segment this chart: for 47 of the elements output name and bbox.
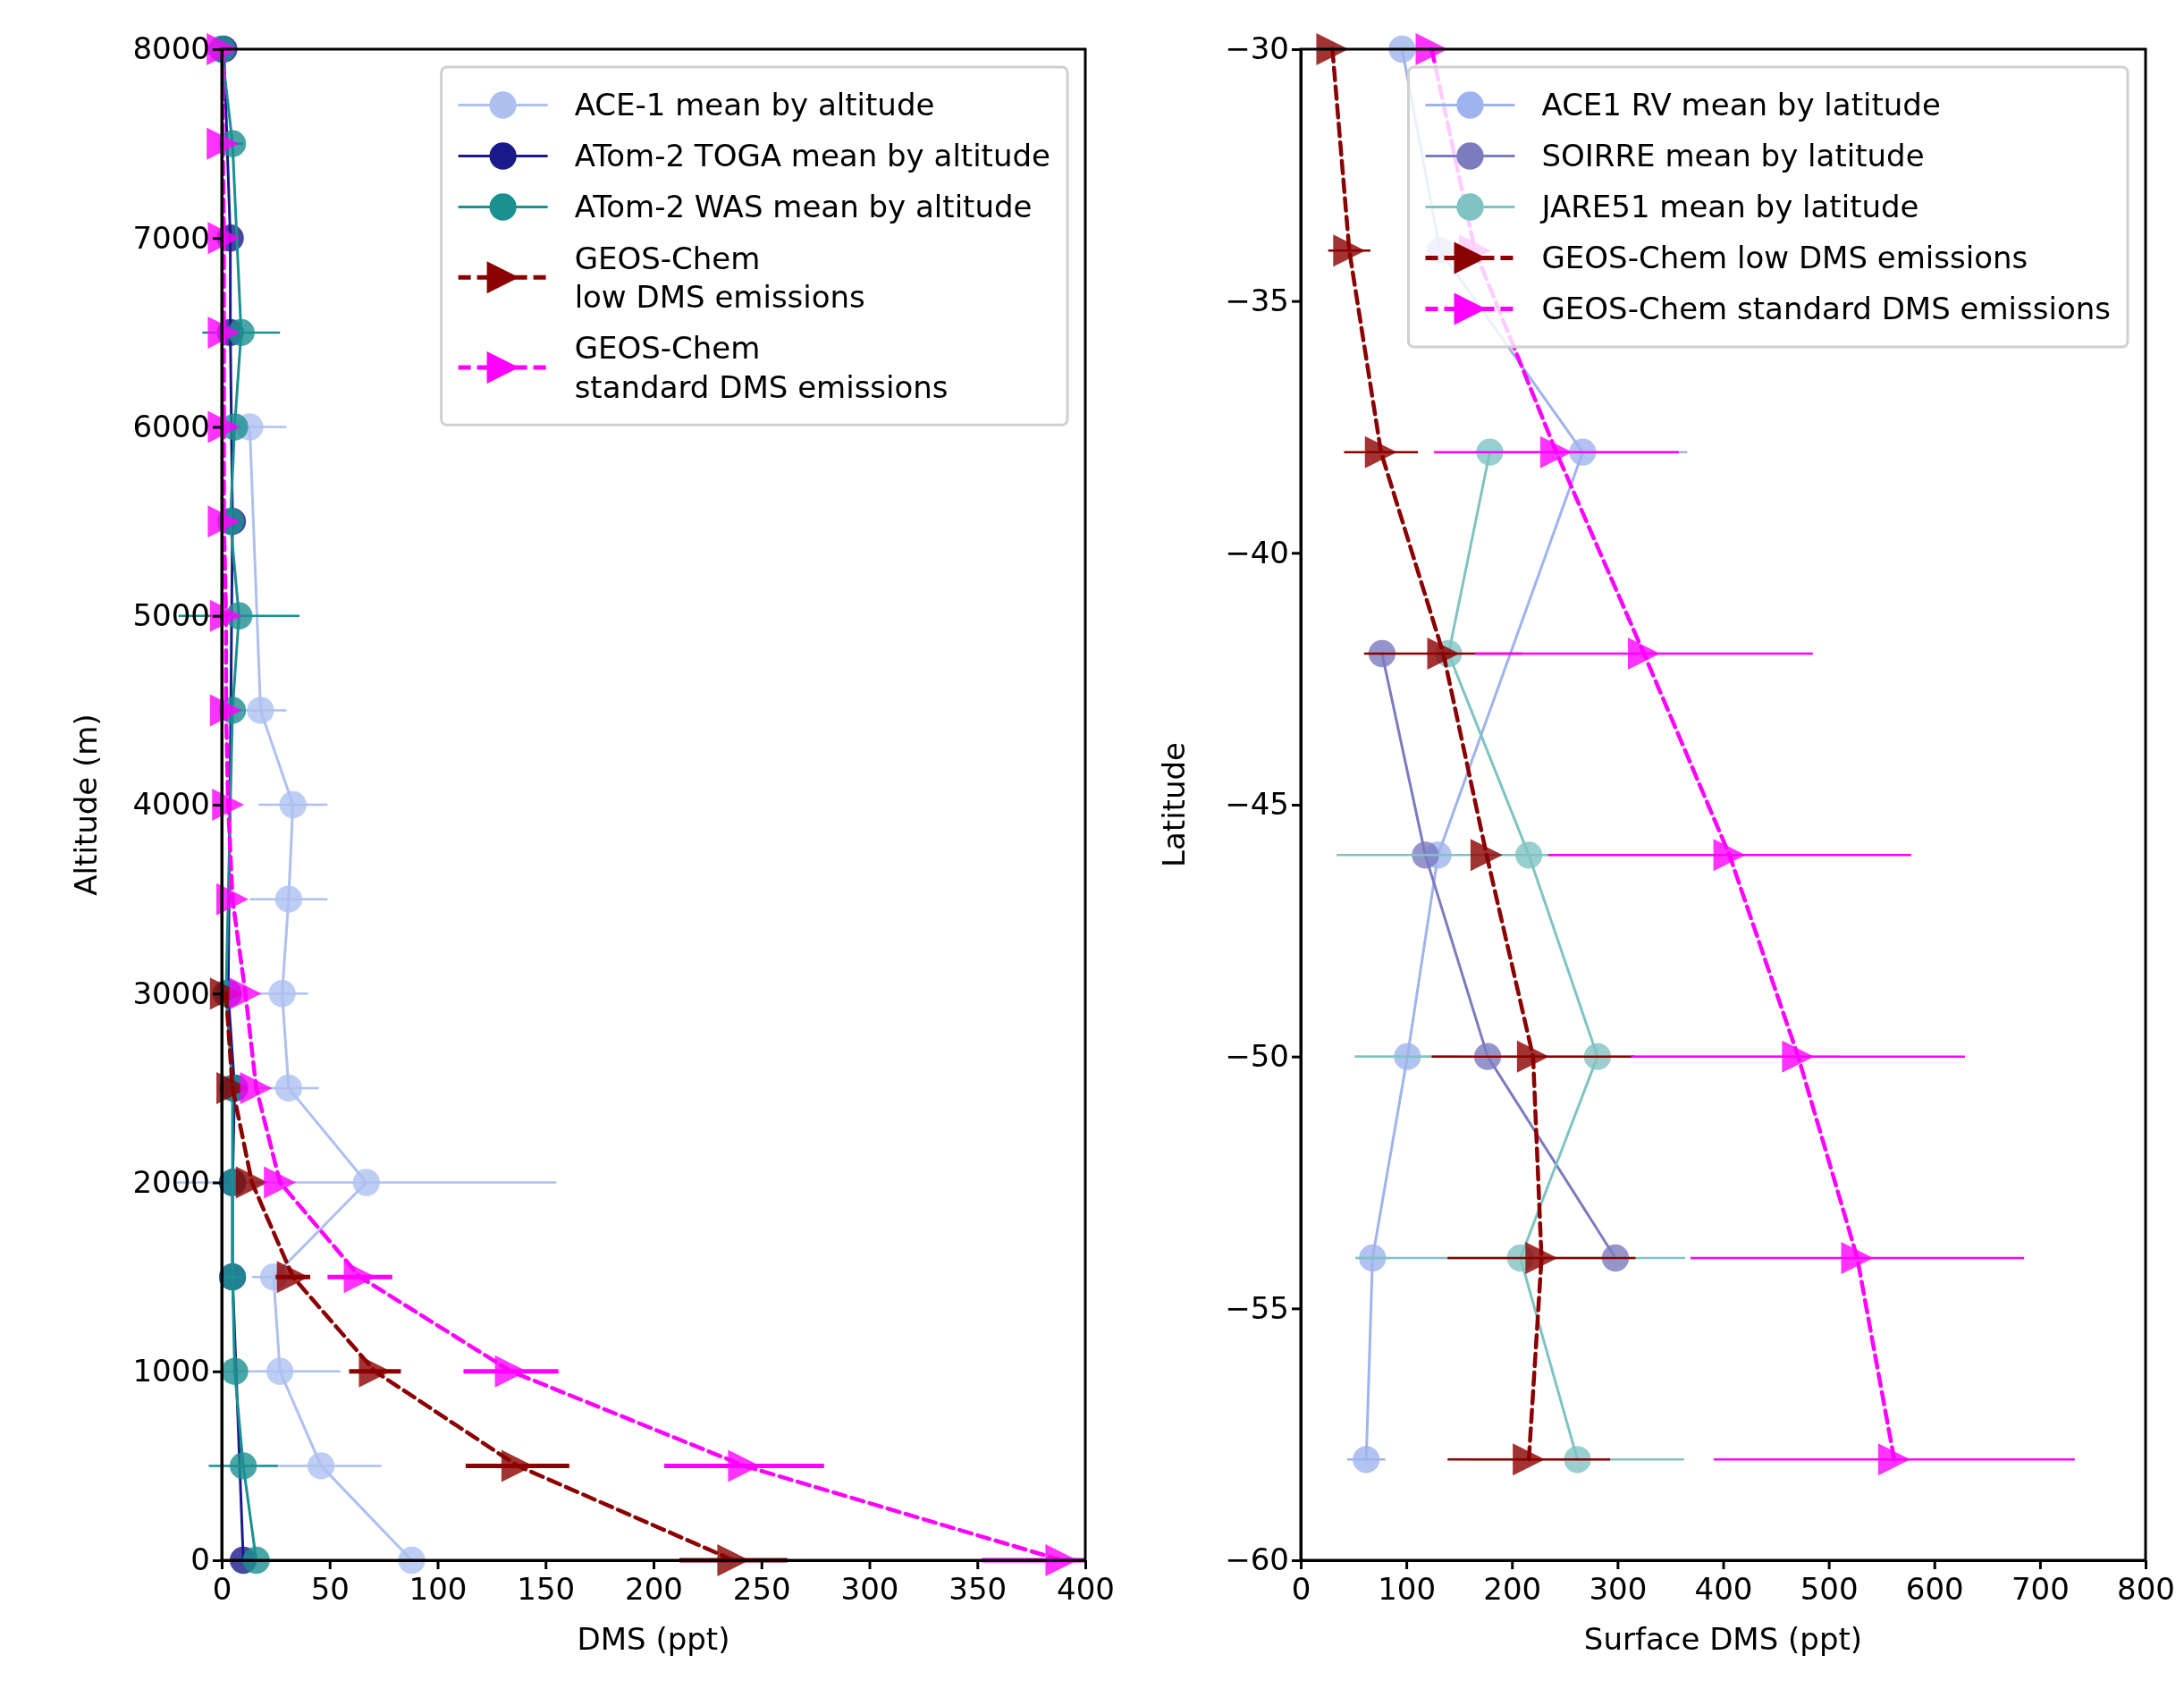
x-tick-label: 50: [310, 1570, 350, 1607]
y-axis-title: Altitude (m): [68, 714, 104, 896]
y-tick-label: −50: [1225, 1038, 1289, 1075]
y-tick-label: −60: [1225, 1541, 1289, 1578]
x-tick-label: 0: [212, 1570, 232, 1607]
x-axis-title: DMS (ppt): [577, 1621, 730, 1657]
x-tick-label: 150: [517, 1570, 576, 1607]
legend-label: ACE-1 mean by altitude: [574, 87, 935, 123]
legend-label: ATom-2 WAS mean by altitude: [574, 189, 1033, 225]
legend-label: GEOS-Chem standard DMS emissions: [1541, 291, 2111, 327]
legend-label: SOIRRE mean by latitude: [1541, 138, 1925, 174]
x-tick-label: 800: [2117, 1570, 2175, 1607]
legend-label: GEOS-Chem standard DMS emissions: [574, 330, 949, 405]
y-axis-title: Latitude: [1156, 742, 1192, 867]
legend-label: ATom-2 TOGA mean by altitude: [574, 138, 1050, 174]
y-tick-label: 2000: [132, 1163, 210, 1200]
legend-label: ACE1 RV mean by latitude: [1541, 87, 1941, 123]
y-tick-label: 6000: [132, 408, 210, 444]
x-axis-title: Surface DMS (ppt): [1583, 1621, 1863, 1657]
legend-label: GEOS-Chem low DMS emissions: [574, 240, 865, 315]
x-tick-label: 100: [1378, 1570, 1437, 1607]
x-tick-label: 300: [1589, 1570, 1648, 1607]
y-tick-label: −30: [1225, 30, 1289, 67]
legend-label: JARE51 mean by latitude: [1539, 189, 1919, 225]
y-tick-label: 1000: [132, 1353, 210, 1389]
y-tick-label: −40: [1225, 534, 1289, 570]
y-tick-label: 3000: [132, 975, 210, 1011]
x-tick-label: 200: [1483, 1570, 1542, 1607]
y-tick-label: −55: [1225, 1289, 1289, 1326]
x-tick-label: 300: [840, 1570, 899, 1607]
x-tick-label: 400: [1057, 1570, 1115, 1607]
y-tick-label: 0: [190, 1541, 210, 1578]
x-tick-label: 0: [1291, 1570, 1311, 1607]
x-tick-label: 500: [1800, 1570, 1859, 1607]
y-tick-label: 5000: [132, 597, 210, 634]
legend-label: GEOS-Chem low DMS emissions: [1541, 240, 2028, 276]
x-tick-label: 600: [1905, 1570, 1964, 1607]
x-tick-label: 250: [732, 1570, 791, 1607]
x-tick-label: 400: [1694, 1570, 1753, 1607]
y-tick-label: −35: [1225, 283, 1289, 319]
x-tick-label: 350: [949, 1570, 1008, 1607]
x-tick-label: 100: [409, 1570, 468, 1607]
x-tick-label: 200: [625, 1570, 683, 1607]
y-tick-label: 7000: [132, 219, 210, 256]
y-tick-label: −45: [1225, 786, 1289, 823]
x-tick-label: 700: [2011, 1570, 2070, 1607]
y-tick-label: 4000: [132, 786, 210, 823]
